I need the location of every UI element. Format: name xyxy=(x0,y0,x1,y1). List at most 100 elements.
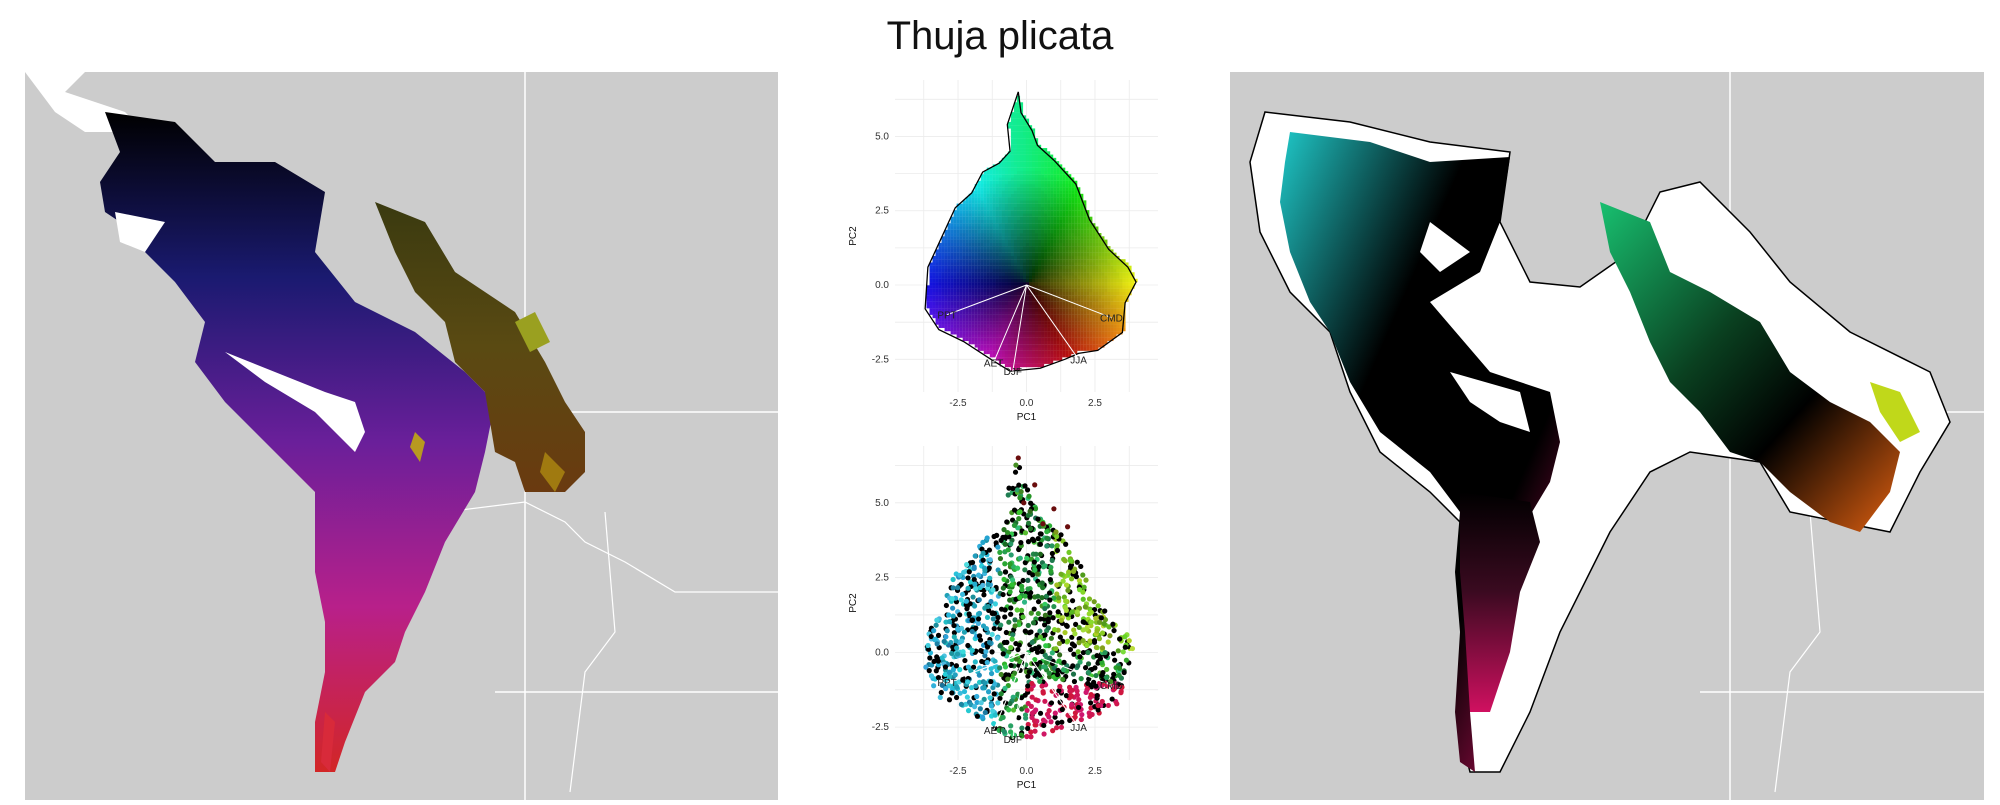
pca-point xyxy=(944,311,948,315)
pca-point xyxy=(947,288,951,293)
pca-point xyxy=(1086,291,1090,296)
pca-point xyxy=(1004,262,1009,266)
pca-point xyxy=(986,337,990,342)
pca-point xyxy=(989,239,993,243)
pca-point xyxy=(944,324,948,328)
pca-point xyxy=(956,236,960,240)
pca-point xyxy=(1089,272,1093,276)
pca-point xyxy=(1022,216,1027,221)
pca-point xyxy=(1089,252,1093,257)
pca-point xyxy=(959,246,963,250)
pca-point xyxy=(935,272,939,276)
pca-point xyxy=(1065,219,1069,224)
pca-point xyxy=(1110,282,1114,286)
pca-point xyxy=(989,327,993,332)
pca-point xyxy=(938,252,942,257)
pca-point xyxy=(980,272,984,276)
pca-point xyxy=(964,603,971,609)
pca-point xyxy=(1038,282,1042,286)
pca-point xyxy=(959,213,963,217)
pca-point xyxy=(1071,190,1075,194)
pca-point xyxy=(1025,262,1030,266)
pca-point xyxy=(1088,700,1094,706)
pca-point xyxy=(1104,288,1108,293)
pca-point xyxy=(992,298,996,302)
pca-point xyxy=(968,268,972,273)
pca-point xyxy=(1025,288,1030,293)
pca-point xyxy=(1025,164,1030,168)
pca-point xyxy=(1004,206,1009,211)
pca-point xyxy=(969,628,975,635)
pca-point xyxy=(986,242,990,247)
pca-point xyxy=(1010,193,1015,198)
pca-point xyxy=(1095,262,1099,266)
pca-point xyxy=(1068,242,1072,247)
pca-point xyxy=(1071,213,1075,217)
pca-point xyxy=(947,233,951,237)
pca-point xyxy=(1032,656,1038,663)
pca-point xyxy=(989,298,993,302)
pca-point xyxy=(1113,308,1117,312)
pca-point xyxy=(998,229,1002,234)
pca-point xyxy=(1047,203,1051,208)
pca-point xyxy=(998,223,1002,227)
pca-point xyxy=(980,242,984,247)
pca-point xyxy=(1065,242,1069,247)
pca-point xyxy=(1056,193,1060,198)
pca-point xyxy=(985,585,991,591)
pca-point xyxy=(980,337,984,342)
pca-point xyxy=(1028,301,1033,306)
pca-point xyxy=(1062,285,1066,289)
pca-point xyxy=(1113,265,1117,270)
pca-point xyxy=(1007,265,1012,270)
pca-point xyxy=(1022,712,1029,718)
pca-point xyxy=(1092,321,1096,325)
pca-point xyxy=(1074,249,1078,253)
pca-point xyxy=(1056,321,1060,325)
pca-point xyxy=(1022,154,1027,158)
pca-point xyxy=(931,683,937,689)
pca-point xyxy=(983,170,987,175)
pca-point xyxy=(932,301,936,306)
pca-point xyxy=(998,216,1002,221)
pca-point xyxy=(980,311,984,315)
pca-point xyxy=(998,308,1002,312)
pca-point xyxy=(1007,246,1012,250)
pca-point xyxy=(1016,131,1021,136)
pca-point xyxy=(968,200,972,204)
pca-point xyxy=(977,311,981,315)
pca-point xyxy=(1080,572,1086,578)
pca-point xyxy=(1052,710,1058,716)
pca-point xyxy=(998,304,1002,309)
pca-point xyxy=(1104,268,1108,273)
pca-point xyxy=(953,663,960,669)
pca-point xyxy=(1047,229,1051,234)
pca-point xyxy=(1092,236,1096,240)
pca-point xyxy=(1065,246,1069,250)
pca-point xyxy=(953,210,957,214)
pca-point xyxy=(1001,324,1005,328)
pca-point xyxy=(1089,344,1093,348)
pca-point xyxy=(1080,334,1084,338)
pca-point xyxy=(1050,318,1054,322)
pca-point xyxy=(1062,282,1066,286)
pca-point xyxy=(1010,157,1015,162)
pca-point xyxy=(1050,324,1054,328)
pca-point xyxy=(1116,298,1120,302)
pca-point xyxy=(1056,331,1060,335)
pca-point xyxy=(1028,206,1033,211)
pca-point xyxy=(950,331,954,335)
pca-point xyxy=(971,203,975,208)
pca-point xyxy=(1068,233,1072,237)
pca-point xyxy=(941,298,945,302)
pca-point xyxy=(1101,304,1105,309)
pca-point xyxy=(989,337,993,342)
pca-point xyxy=(1044,252,1048,257)
pca-point xyxy=(995,337,999,342)
pca-point xyxy=(1007,233,1012,237)
pca-point xyxy=(1004,177,1009,181)
pca-point xyxy=(1041,161,1045,165)
pca-point xyxy=(947,295,951,299)
pca-point xyxy=(1034,295,1039,299)
pca-point xyxy=(1019,337,1024,342)
